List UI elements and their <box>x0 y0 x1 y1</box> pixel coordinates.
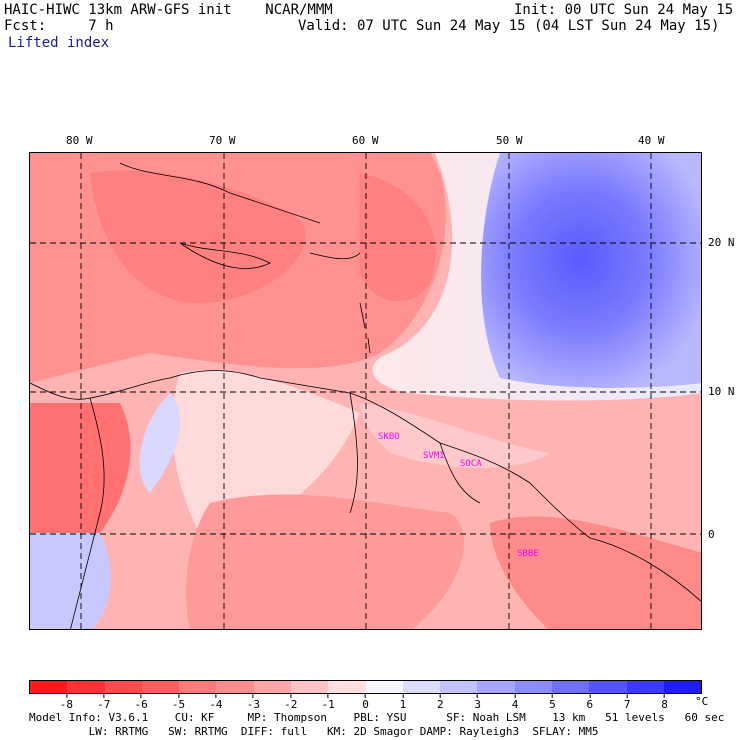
colorbar-tick-label: 4 <box>512 694 518 711</box>
footer-model-info: Model Info: V3.6.1 CU: KF MP: Thompson P… <box>29 711 725 724</box>
colorbar-swatch <box>551 681 590 693</box>
lon-label: 50 W <box>496 134 523 147</box>
colorbar-swatch <box>514 681 552 693</box>
colorbar-tick-label: -1 <box>321 694 335 711</box>
colorbar-swatch <box>589 681 627 693</box>
colorbar-tick-label: 7 <box>624 694 631 711</box>
colorbar <box>29 680 702 694</box>
field-name: Lifted index <box>8 35 110 51</box>
graticule <box>30 153 701 629</box>
stable-region <box>481 153 701 388</box>
colorbar-tick-label: 2 <box>437 694 444 711</box>
colorbar-tick-label: -3 <box>247 694 260 711</box>
colorbar-tick-label: 8 <box>661 694 668 711</box>
colorbar-swatch <box>253 681 291 693</box>
colorbar-swatch <box>67 681 105 693</box>
lat-label: 10 N <box>708 385 735 398</box>
colorbar-swatch <box>477 681 515 693</box>
colorbar-tick-label: -6 <box>135 694 148 711</box>
colorbar-swatch <box>141 681 180 693</box>
cordillera-blue-patch <box>139 393 181 493</box>
pacific-stable-zone <box>30 533 111 629</box>
map-canvas <box>30 153 701 629</box>
lon-label: 70 W <box>209 134 236 147</box>
lat-label: 0 <box>708 528 715 541</box>
lesser-antilles-core <box>360 173 436 302</box>
colorbar-tick-label: 6 <box>587 694 593 711</box>
lifted-index-map: SKBO SVMI SOCA SBBE <box>29 152 702 630</box>
forecast-hour: Fcst: 7 h <box>4 18 114 34</box>
colorbar-swatch <box>328 681 366 693</box>
colorbar-tick-label: 3 <box>474 694 481 711</box>
colorbar-swatch <box>216 681 254 693</box>
colorbar-swatch <box>626 681 664 693</box>
colorbar-tick-label: -4 <box>209 694 223 711</box>
colorbar-swatch <box>365 681 403 693</box>
colorbar-swatch <box>104 681 142 693</box>
colorbar-swatch <box>440 681 478 693</box>
colorbar-tick-label: 0 <box>362 694 369 711</box>
pacific-unstable-zone <box>30 403 131 533</box>
brazil-unstable-zone <box>490 516 701 629</box>
colorbar-swatch <box>30 681 68 693</box>
lon-label: 60 W <box>352 134 379 147</box>
guiana-coast-band <box>360 403 550 468</box>
colorbar-tick-label: 1 <box>400 694 406 711</box>
amazon-unstable-zone <box>186 494 465 629</box>
init-time: Init: 00 UTC Sun 24 May 15 <box>514 2 734 18</box>
hispaniola-core <box>90 170 306 304</box>
station-label: SOCA <box>460 459 482 469</box>
lon-label: 40 W <box>638 134 665 147</box>
coastlines <box>30 162 701 629</box>
colorbar-swatch <box>179 681 217 693</box>
colorbar-tick-label: -5 <box>172 694 185 711</box>
colorbar-tick-label: -8 <box>60 694 73 711</box>
colorbar-unit: °C <box>695 695 709 708</box>
colorbar-swatch <box>402 681 441 693</box>
footer-physics-info: LW: RRTMG SW: RRTMG DIFF: full KM: 2D Sm… <box>29 725 599 738</box>
colorbar-swatch <box>290 681 329 693</box>
colorbar-tick-label: -7 <box>97 694 110 711</box>
valid-time: Valid: 07 UTC Sun 24 May 15 (04 LST Sun … <box>298 18 720 34</box>
station-label: SBBE <box>517 549 539 559</box>
station-label: SKBO <box>378 432 400 442</box>
lat-label: 20 N <box>708 236 735 249</box>
colorbar-swatch <box>663 681 702 693</box>
colorbar-tick-label: -2 <box>284 694 297 711</box>
station-label: SVMI <box>423 451 445 461</box>
model-title: HAIC-HIWC 13km ARW-GFS init NCAR/MMM <box>4 2 333 18</box>
colorbar-tick-label: 5 <box>549 694 556 711</box>
lon-label: 80 W <box>66 134 93 147</box>
